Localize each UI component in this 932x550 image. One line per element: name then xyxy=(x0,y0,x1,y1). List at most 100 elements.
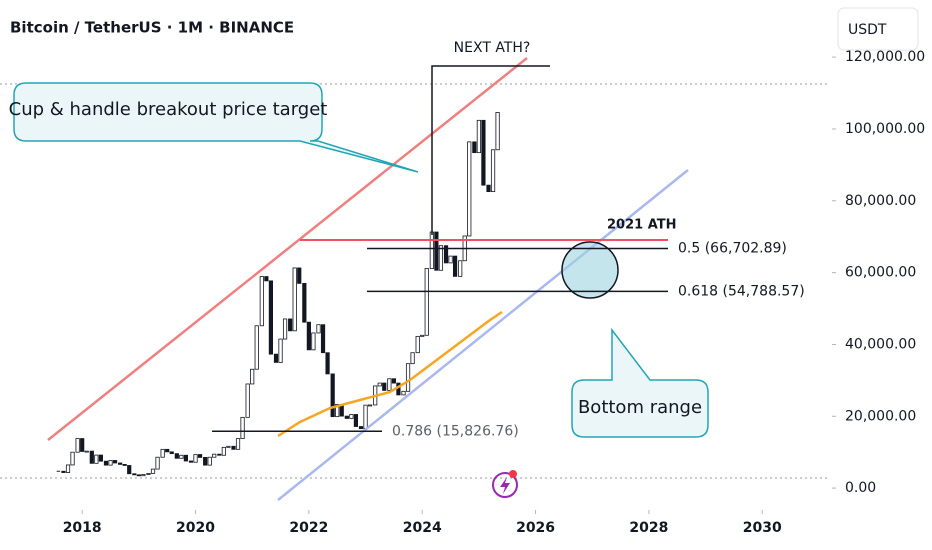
fib-label: 0.618 (54,788.57) xyxy=(678,283,805,299)
y-tick-label: 60,000.00 xyxy=(845,265,916,281)
logo xyxy=(500,477,510,494)
candle xyxy=(387,378,392,391)
candle xyxy=(179,454,184,459)
candle xyxy=(273,353,279,363)
candle xyxy=(401,390,406,396)
candle xyxy=(288,318,293,332)
x-tick-label: 2020 xyxy=(176,520,215,536)
candles xyxy=(56,112,500,477)
candle xyxy=(264,276,269,282)
candle xyxy=(80,438,85,452)
candle xyxy=(467,141,472,237)
y-tick-label: 80,000.00 xyxy=(845,193,916,209)
candle xyxy=(193,454,198,463)
candle xyxy=(146,472,151,475)
candle xyxy=(302,282,307,323)
candle xyxy=(382,382,387,391)
candle xyxy=(358,426,364,430)
x-tick-label: 2018 xyxy=(63,520,102,536)
candle xyxy=(335,404,340,418)
candle xyxy=(183,454,188,462)
candle xyxy=(169,451,174,455)
candle xyxy=(405,363,411,392)
candle xyxy=(108,460,113,466)
candle xyxy=(458,260,463,277)
candle xyxy=(89,450,94,464)
candle xyxy=(259,276,264,327)
currency-label[interactable]: USDT xyxy=(848,22,887,38)
candle xyxy=(486,184,491,193)
annotation: Cup & handle breakout price target xyxy=(9,99,328,120)
candle xyxy=(160,448,165,458)
annotation: Bottom range xyxy=(578,397,702,418)
chart-title: Bitcoin / TetherUS · 1M · BINANCE xyxy=(10,19,294,37)
candle xyxy=(452,255,458,277)
annotation: NEXT ATH? xyxy=(454,40,531,56)
candle xyxy=(70,451,75,466)
callout xyxy=(571,327,709,438)
candle xyxy=(94,454,99,464)
candle xyxy=(495,112,500,151)
candle xyxy=(311,332,316,351)
candle xyxy=(75,438,80,453)
candle xyxy=(424,268,429,336)
candle xyxy=(481,119,486,186)
candle xyxy=(443,245,449,264)
candle xyxy=(212,453,217,458)
candle xyxy=(344,415,349,419)
x-tick-label: 2022 xyxy=(289,520,328,536)
candle xyxy=(203,457,208,466)
candle xyxy=(363,404,368,430)
candle xyxy=(268,280,273,355)
candle xyxy=(391,378,396,384)
candle xyxy=(84,450,89,453)
bracket xyxy=(431,65,550,235)
fib-label: 0.786 (15,826.76) xyxy=(392,423,519,439)
candle xyxy=(132,473,137,476)
candle xyxy=(122,464,127,466)
fib-label: 0.5 (66,702.89) xyxy=(678,241,787,257)
candle xyxy=(188,460,194,463)
y-tick-label: 120,000.00 xyxy=(845,49,925,65)
candle xyxy=(367,404,373,407)
candle xyxy=(207,456,212,466)
candle xyxy=(438,245,444,271)
candle xyxy=(155,456,160,470)
candle xyxy=(221,446,226,456)
candle xyxy=(448,255,453,264)
candle xyxy=(349,414,354,419)
annotation: 2021 ATH xyxy=(607,218,677,233)
currency-button[interactable] xyxy=(837,7,919,51)
candle xyxy=(235,438,241,450)
candle xyxy=(282,318,288,340)
x-tick-label: 2028 xyxy=(629,520,668,536)
bottom-circle xyxy=(561,241,619,299)
x-tick-label: 2030 xyxy=(743,520,782,536)
candle xyxy=(434,231,439,271)
y-tick-label: 100,000.00 xyxy=(845,121,925,137)
candle xyxy=(292,267,297,332)
candle xyxy=(297,267,302,284)
logo xyxy=(509,470,517,478)
y-tick-label: 40,000.00 xyxy=(845,336,916,352)
candle xyxy=(61,470,66,473)
moving-average xyxy=(277,310,503,438)
candle xyxy=(316,324,321,334)
candle xyxy=(65,464,71,473)
candle xyxy=(250,368,255,385)
candle xyxy=(245,383,250,418)
candle xyxy=(490,149,496,193)
lower-trendline xyxy=(277,169,689,501)
candle xyxy=(165,448,170,453)
candle xyxy=(112,460,118,464)
upper-trendline xyxy=(47,57,528,441)
candle xyxy=(472,141,477,154)
candle xyxy=(136,474,141,477)
y-tick-label: 20,000.00 xyxy=(845,408,916,424)
candle xyxy=(141,474,146,477)
candle xyxy=(217,453,222,456)
candle xyxy=(197,454,203,458)
candle xyxy=(377,382,382,387)
candle xyxy=(415,335,420,354)
